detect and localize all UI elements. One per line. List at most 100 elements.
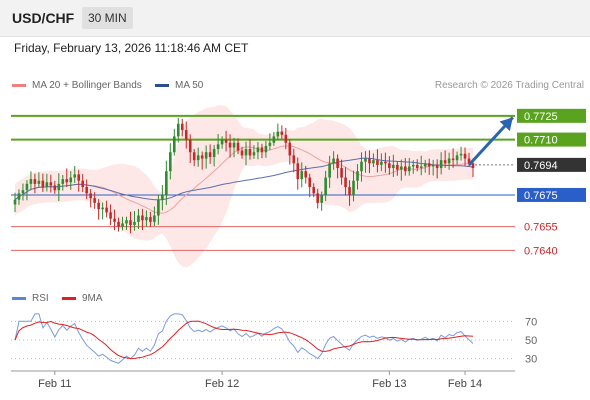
- candle: [169, 152, 172, 172]
- ma50-line: [14, 157, 474, 201]
- candle: [260, 147, 264, 153]
- candle: [173, 136, 176, 153]
- candle: [411, 164, 415, 167]
- candle: [196, 155, 200, 161]
- legend-ma20: MA 20 + Bollinger Bands: [12, 80, 142, 91]
- candle: [176, 123, 180, 137]
- candle: [312, 187, 315, 194]
- candle: [65, 179, 69, 183]
- instrument-title: USD/CHF: [12, 10, 75, 26]
- candle: [141, 215, 144, 221]
- candle: [220, 139, 224, 145]
- candle: [93, 198, 96, 203]
- candle: [61, 179, 65, 184]
- rsi-ma-line: [14, 320, 474, 360]
- legend-ma50-label: MA 50: [175, 80, 204, 91]
- candle: [200, 155, 204, 159]
- current-price-tag: [517, 157, 586, 172]
- candle: [25, 183, 29, 191]
- candle: [404, 166, 407, 172]
- candle: [157, 199, 160, 216]
- candle: [204, 152, 208, 159]
- legend-ma50: MA 50: [155, 80, 203, 91]
- legend-rsi-label: RSI: [32, 293, 49, 304]
- header-bar: USD/CHF 30 MIN: [0, 0, 590, 37]
- candle: [248, 149, 252, 156]
- chart-datetime: Friday, February 13, 2026 11:18:46 AM CE…: [14, 41, 249, 55]
- candle: [423, 163, 427, 167]
- candle: [73, 174, 77, 178]
- candle: [97, 202, 100, 210]
- candle: [133, 221, 136, 226]
- candle: [336, 158, 339, 169]
- candle: [113, 218, 116, 222]
- candle: [372, 160, 375, 164]
- candle: [145, 217, 148, 221]
- candle: [121, 223, 124, 227]
- candle: [304, 171, 308, 178]
- candle: [149, 217, 152, 222]
- level-label-0.7640: 0.7640: [524, 245, 558, 257]
- candle: [85, 187, 88, 194]
- candle: [268, 142, 272, 146]
- candle: [288, 142, 292, 156]
- candle: [208, 152, 212, 157]
- level-label-0.7655: 0.7655: [524, 222, 558, 234]
- candle: [451, 158, 455, 161]
- candle: [380, 161, 383, 165]
- candle: [13, 199, 17, 205]
- legend-ma20-label: MA 20 + Bollinger Bands: [32, 80, 142, 91]
- candle: [180, 123, 184, 131]
- candle: [340, 168, 343, 178]
- candle: [467, 158, 471, 164]
- candle: [244, 149, 248, 156]
- candle: [49, 182, 53, 186]
- candle: [17, 193, 21, 200]
- candle: [284, 134, 288, 143]
- candle: [396, 164, 399, 170]
- candle: [308, 177, 312, 188]
- candle: [344, 177, 347, 188]
- legend-ma9: 9MA: [62, 293, 103, 304]
- ma50-swatch: [155, 83, 169, 87]
- candle: [463, 153, 467, 159]
- candle: [29, 179, 33, 184]
- candle: [184, 130, 188, 140]
- rsi-tick-30: 30: [525, 354, 537, 366]
- candle: [81, 180, 84, 188]
- candle: [427, 163, 431, 167]
- candle: [264, 145, 268, 153]
- candle: [400, 166, 403, 170]
- candle: [33, 179, 37, 184]
- candle: [384, 161, 387, 164]
- candle: [439, 160, 443, 169]
- legend-ma9-label: 9MA: [82, 293, 103, 304]
- candle: [77, 174, 81, 181]
- level-label-0.7710: 0.7710: [524, 135, 558, 147]
- rsi-swatch: [12, 296, 26, 300]
- candle: [280, 131, 284, 135]
- candle: [471, 163, 475, 169]
- candle: [188, 139, 192, 153]
- timeframe-badge[interactable]: 30 MIN: [82, 7, 133, 29]
- candle: [332, 158, 335, 164]
- candle: [407, 166, 411, 172]
- current-price-label: 0.7694: [524, 160, 558, 172]
- candle: [356, 171, 359, 181]
- candle: [232, 142, 236, 148]
- candle: [459, 153, 463, 156]
- candle: [212, 149, 216, 157]
- candle: [125, 220, 128, 224]
- candle: [165, 171, 168, 195]
- candle: [376, 160, 379, 165]
- candle: [224, 139, 228, 143]
- candle: [252, 152, 256, 156]
- legend-rsi: RSI: [12, 293, 49, 304]
- candle: [161, 194, 164, 200]
- research-credit: Research © 2026 Trading Central: [434, 80, 584, 91]
- candle: [392, 164, 395, 169]
- ma9-swatch: [62, 296, 76, 300]
- candle: [37, 180, 41, 184]
- candle: [101, 207, 104, 210]
- candle: [109, 212, 112, 219]
